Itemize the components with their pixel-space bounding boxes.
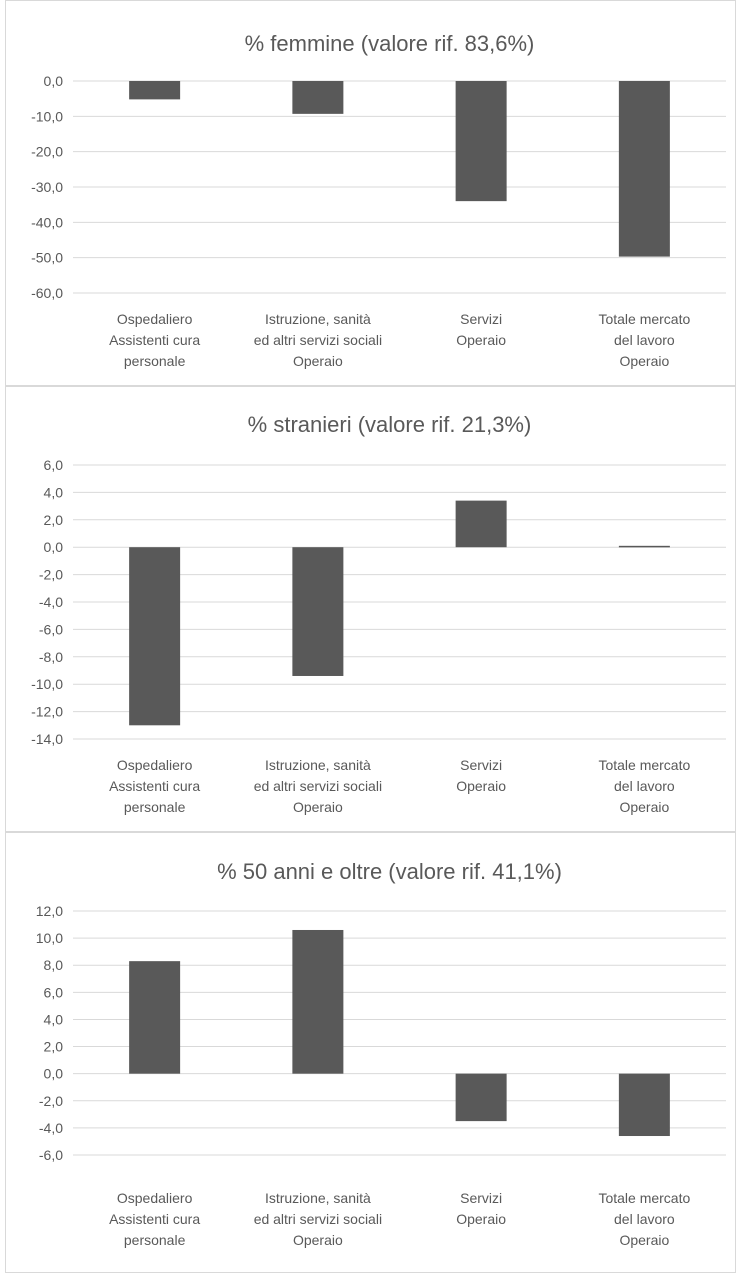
bar xyxy=(455,500,507,548)
y-tick-label: 10,0 xyxy=(36,930,63,946)
y-tick-label: -14,0 xyxy=(31,731,63,747)
category-label-line: Totale mercato xyxy=(598,1190,690,1206)
category-label-line: Istruzione, sanità xyxy=(265,311,371,327)
chart-title: % stranieri (valore rif. 21,3%) xyxy=(248,412,532,437)
category-label: Ospedaliero Assistenti cura personale xyxy=(109,757,200,815)
y-tick-label: 2,0 xyxy=(44,512,64,528)
category-label: Istruzione, sanità ed altri servizi socia… xyxy=(254,757,382,815)
category-label-line: Totale mercato xyxy=(598,757,690,773)
category-label-line: Ospedaliero xyxy=(117,757,193,773)
y-tick-label: -4,0 xyxy=(39,1120,63,1136)
bar xyxy=(292,929,344,1074)
category-label-line: ed altri servizi sociali xyxy=(254,1211,382,1227)
y-tick-label: 8,0 xyxy=(44,957,64,973)
category-label-line: Assistenti cura xyxy=(109,778,200,794)
y-tick-label: -40,0 xyxy=(31,214,63,230)
category-label-line: ed altri servizi sociali xyxy=(254,332,382,348)
chart-title: % femmine (valore rif. 83,6%) xyxy=(245,31,535,56)
category-label-line: Operaio xyxy=(456,1211,506,1227)
chart-panel-femmine: % femmine (valore rif. 83,6%) 0,0 -10,0 -20… xyxy=(5,0,736,386)
chart-panel-stranieri: % stranieri (valore rif. 21,3%) 6,0 4,0 2,0… xyxy=(5,386,736,832)
y-tick-label: 0,0 xyxy=(44,73,64,89)
y-tick-label: -10,0 xyxy=(31,676,63,692)
y-tick-label: -6,0 xyxy=(39,621,63,637)
category-label: Servizi Operaio xyxy=(456,1190,506,1227)
y-tick-label: 6,0 xyxy=(44,984,64,1000)
y-tick-label: -50,0 xyxy=(31,250,63,266)
category-label-line: Assistenti cura xyxy=(109,332,200,348)
y-tick-label: -60,0 xyxy=(31,285,63,301)
category-label-line: Operaio xyxy=(293,353,343,369)
y-tick-label: 6,0 xyxy=(44,457,64,473)
bar xyxy=(455,81,507,202)
chart-panel-50-anni: % 50 anni e oltre (valore rif. 41,1%) 12,… xyxy=(5,832,736,1273)
bar xyxy=(618,1073,670,1137)
category-label-line: Operaio xyxy=(293,1232,343,1248)
category-label-line: Istruzione, sanità xyxy=(265,757,371,773)
category-label-line: Servizi xyxy=(460,311,502,327)
category-label-line: Servizi xyxy=(460,1190,502,1206)
y-tick-label: -12,0 xyxy=(31,704,63,720)
bar-chart-stranieri: % stranieri (valore rif. 21,3%) 6,0 4,0 2,0… xyxy=(31,412,726,815)
category-label-line: del lavoro xyxy=(614,332,675,348)
category-label-line: Operaio xyxy=(619,799,669,815)
category-label-line: del lavoro xyxy=(614,778,675,794)
bar xyxy=(455,1073,507,1122)
category-label: Totale mercato del lavoro Operaio xyxy=(598,757,690,815)
y-tick-label: -30,0 xyxy=(31,179,63,195)
category-label-line: Totale mercato xyxy=(598,311,690,327)
y-tick-label: -4,0 xyxy=(39,594,63,610)
category-label-line: Ospedaliero xyxy=(117,311,193,327)
y-tick-label: 0,0 xyxy=(44,539,64,555)
bar xyxy=(129,547,181,726)
y-tick-label: 4,0 xyxy=(44,484,64,500)
bar-chart-50-anni: % 50 anni e oltre (valore rif. 41,1%) 12,… xyxy=(36,859,726,1248)
chart-title: % 50 anni e oltre (valore rif. 41,1%) xyxy=(217,859,562,884)
bar-chart-femmine: % femmine (valore rif. 83,6%) 0,0 -10,0 -20… xyxy=(31,31,726,369)
category-label-line: personale xyxy=(124,799,186,815)
category-label: Servizi Operaio xyxy=(456,311,506,348)
bar xyxy=(129,81,181,100)
category-label-line: Ospedaliero xyxy=(117,1190,193,1206)
category-label: Totale mercato del lavoro Operaio xyxy=(598,1190,690,1248)
category-label-line: Istruzione, sanità xyxy=(265,1190,371,1206)
category-label: Istruzione, sanità ed altri servizi socia… xyxy=(254,1190,382,1248)
y-tick-label: -20,0 xyxy=(31,144,63,160)
category-label-line: ed altri servizi sociali xyxy=(254,778,382,794)
category-label: Ospedaliero Assistenti cura personale xyxy=(109,1190,200,1248)
y-tick-label: 12,0 xyxy=(36,903,63,919)
category-label: Ospedaliero Assistenti cura personale xyxy=(109,311,200,369)
category-label-line: Operaio xyxy=(619,353,669,369)
category-label: Totale mercato del lavoro Operaio xyxy=(598,311,690,369)
bar xyxy=(618,545,670,548)
category-label: Servizi Operaio xyxy=(456,757,506,794)
category-label-line: Operaio xyxy=(456,332,506,348)
y-tick-label: -2,0 xyxy=(39,567,63,583)
category-label-line: del lavoro xyxy=(614,1211,675,1227)
category-label: Istruzione, sanità ed altri servizi socia… xyxy=(254,311,382,369)
category-label-line: Assistenti cura xyxy=(109,1211,200,1227)
y-tick-label: -8,0 xyxy=(39,649,63,665)
category-label-line: Servizi xyxy=(460,757,502,773)
category-label-line: Operaio xyxy=(619,1232,669,1248)
y-tick-label: -10,0 xyxy=(31,108,63,124)
category-label-line: Operaio xyxy=(456,778,506,794)
y-tick-label: 4,0 xyxy=(44,1011,64,1027)
category-label-line: Operaio xyxy=(293,799,343,815)
bar xyxy=(292,81,344,114)
category-label-line: personale xyxy=(124,1232,186,1248)
y-tick-label: -6,0 xyxy=(39,1147,63,1163)
bar xyxy=(129,961,181,1074)
y-tick-label: -2,0 xyxy=(39,1093,63,1109)
bar xyxy=(618,81,670,257)
bar xyxy=(292,547,344,676)
y-tick-label: 0,0 xyxy=(44,1066,64,1082)
category-label-line: personale xyxy=(124,353,186,369)
y-tick-label: 2,0 xyxy=(44,1039,64,1055)
